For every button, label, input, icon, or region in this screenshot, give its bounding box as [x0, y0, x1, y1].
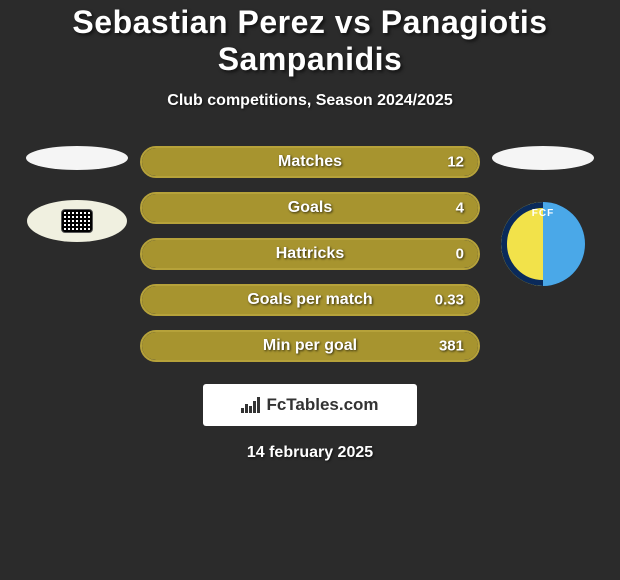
footer: FcTables.com 14 february 2025 [0, 384, 620, 462]
stat-value: 381 [439, 338, 464, 355]
stat-bar: Hattricks 0 [140, 238, 480, 270]
right-club-badge: FCF [493, 202, 593, 286]
stat-value: 0 [456, 246, 464, 263]
comparison-row: Matches 12 Goals 4 Hattricks 0 Goals per match… [0, 146, 620, 362]
date-text: 14 february 2025 [247, 444, 373, 462]
stat-bar: Matches 12 [140, 146, 480, 178]
stat-bars: Matches 12 Goals 4 Hattricks 0 Goals per match… [140, 146, 480, 362]
bars-icon [241, 397, 260, 413]
stat-bar: Goals per match 0.33 [140, 284, 480, 316]
stat-bar: Min per goal 381 [140, 330, 480, 362]
stat-label: Goals [288, 199, 332, 217]
left-player-silhouette [26, 146, 128, 170]
stat-value: 0.33 [435, 292, 464, 309]
subtitle: Club competitions, Season 2024/2025 [0, 92, 620, 110]
brand-text: FcTables.com [266, 395, 378, 415]
stat-label: Matches [278, 153, 342, 171]
brand-box: FcTables.com [203, 384, 417, 426]
stat-label: Goals per match [247, 291, 372, 309]
left-club-badge [27, 200, 127, 242]
stat-bar: Goals 4 [140, 192, 480, 224]
page-title: Sebastian Perez vs Panagiotis Sampanidis [0, 4, 620, 78]
left-player-column [26, 146, 128, 242]
right-player-column: FCF [492, 146, 594, 286]
right-club-text: FCF [532, 208, 554, 219]
stat-value: 4 [456, 200, 464, 217]
stat-label: Hattricks [276, 245, 344, 263]
stat-label: Min per goal [263, 337, 357, 355]
stat-value: 12 [447, 154, 464, 171]
right-player-silhouette [492, 146, 594, 170]
